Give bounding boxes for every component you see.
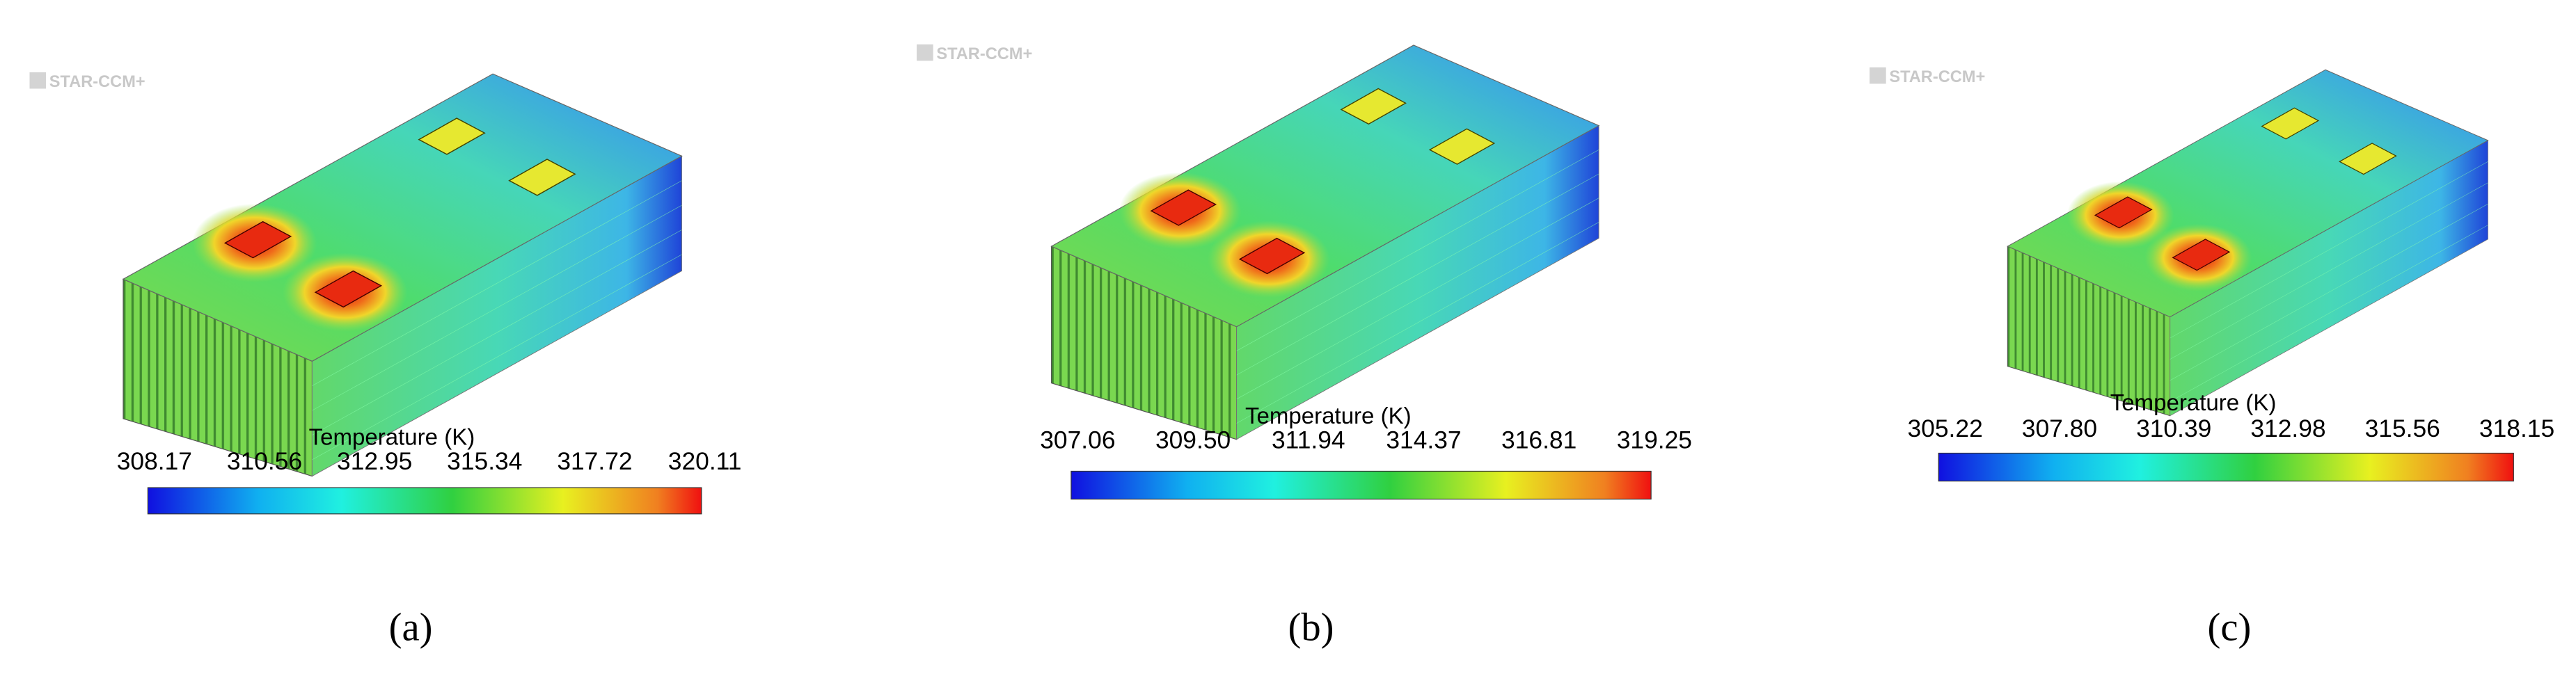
colorbar-tick-label: 311.94	[1272, 426, 1345, 454]
colorbar-tick-label: 307.06	[1040, 426, 1115, 454]
panel-caption: (b)	[1288, 607, 1334, 650]
colorbar-tick-label: 310.56	[227, 447, 302, 475]
colorbar-tick-label: 316.81	[1501, 426, 1577, 454]
colorbar-title: Temperature (K)	[1245, 403, 1412, 429]
watermark: STAR-CCM+	[936, 45, 1032, 63]
colorbar-tick-label: 317.72	[557, 447, 632, 475]
colorbar-tick-label: 315.34	[447, 447, 522, 475]
colorbar-tick-label: 307.80	[2022, 415, 2097, 442]
colorbar-tick-label: 319.25	[1617, 426, 1692, 454]
watermark: STAR-CCM+	[1889, 68, 1985, 86]
watermark-logo	[1870, 67, 1886, 84]
panel-caption: (c)	[2208, 607, 2252, 650]
panel-caption: (a)	[389, 607, 433, 650]
colorbar-tick-label: 315.56	[2365, 415, 2440, 442]
colorbar-title: Temperature (K)	[2110, 390, 2277, 416]
colorbar	[1938, 452, 2514, 482]
colorbar-tick-label: 308.17	[117, 447, 192, 475]
colorbar-title: Temperature (K)	[309, 425, 475, 451]
watermark-logo	[29, 72, 47, 89]
colorbar-tick-label: 318.15	[2479, 415, 2554, 442]
watermark-logo	[917, 44, 933, 61]
colorbar-tick-label: 320.11	[668, 447, 742, 475]
colorbar-tick-label: 312.95	[337, 447, 412, 475]
colorbar-tick-label: 312.98	[2250, 415, 2325, 442]
colorbar-tick-label: 305.22	[1908, 415, 1983, 442]
colorbar	[1070, 470, 1652, 500]
colorbar-tick-label: 310.39	[2136, 415, 2211, 442]
heat-sink-render	[122, 73, 683, 477]
watermark: STAR-CCM+	[49, 73, 145, 91]
heat-sink-render	[2007, 69, 2489, 417]
colorbar	[147, 487, 702, 515]
colorbar-tick-label: 309.50	[1155, 426, 1231, 454]
heat-sink-render	[1050, 44, 1600, 440]
colorbar-tick-label: 314.37	[1386, 426, 1461, 454]
